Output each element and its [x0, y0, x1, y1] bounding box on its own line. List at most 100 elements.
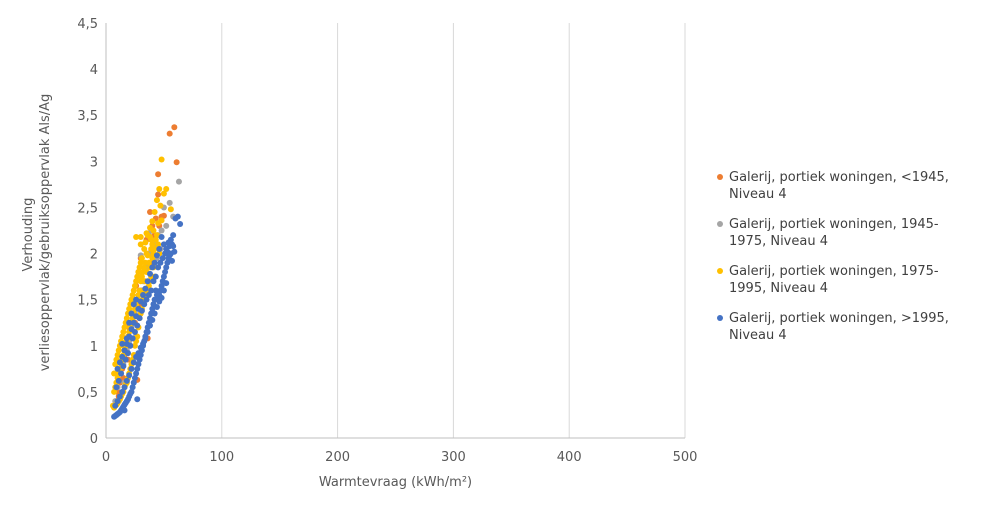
data-point: [134, 396, 141, 403]
data-point: [166, 130, 173, 137]
data-point: [128, 296, 135, 303]
data-point: [172, 215, 179, 222]
data-point: [111, 370, 118, 377]
data-point: [149, 218, 156, 225]
data-point: [160, 190, 167, 197]
data-point: [115, 377, 122, 384]
data-point: [131, 342, 138, 349]
x-tick-label: 0: [102, 450, 110, 465]
data-point: [160, 287, 167, 294]
data-point: [134, 322, 141, 329]
legend-marker: [717, 174, 723, 180]
legend-marker: [717, 221, 723, 227]
data-point: [114, 398, 121, 405]
data-point: [158, 294, 165, 301]
data-point: [160, 241, 167, 248]
data-point: [129, 335, 136, 342]
data-point: [130, 301, 137, 308]
y-tick-label: 3: [90, 155, 98, 170]
data-point: [126, 319, 133, 326]
data-point: [135, 292, 142, 299]
data-point: [141, 245, 148, 252]
data-point: [151, 209, 158, 216]
data-point: [128, 365, 135, 372]
legend-label: Niveau 4: [729, 187, 787, 202]
data-point: [163, 186, 170, 192]
data-point: [126, 305, 133, 312]
data-point: [134, 365, 141, 372]
legend-label: 1975, Niveau 4: [729, 234, 828, 249]
data-point: [143, 250, 150, 257]
data-point: [149, 241, 156, 248]
data-point: [150, 227, 157, 234]
data-point: [116, 393, 123, 400]
data-point: [138, 273, 145, 280]
data-point: [119, 340, 126, 347]
data-point: [142, 239, 149, 246]
data-point: [166, 252, 173, 259]
data-point: [120, 363, 127, 370]
data-point: [149, 264, 156, 271]
data-point: [170, 243, 177, 250]
data-point: [111, 413, 118, 420]
x-tick-label: 300: [441, 450, 466, 465]
data-point: [134, 273, 141, 280]
data-point: [130, 287, 137, 294]
data-point: [148, 287, 155, 294]
data-point: [163, 222, 170, 229]
data-point: [153, 252, 160, 259]
data-point: [133, 233, 140, 240]
data-point: [155, 171, 162, 178]
data-point: [153, 304, 160, 311]
data-point: [167, 206, 174, 213]
data-point: [171, 124, 178, 131]
data-points: [109, 124, 184, 420]
data-point: [120, 328, 127, 335]
data-point: [133, 370, 140, 377]
data-point: [123, 335, 130, 342]
data-point: [144, 278, 151, 285]
legend-marker: [717, 315, 723, 321]
data-point: [135, 269, 142, 275]
data-point: [133, 296, 140, 303]
data-point: [137, 278, 144, 285]
data-point: [151, 310, 158, 317]
y-tick-label: 1: [90, 340, 98, 355]
legend-label: Niveau 4: [729, 328, 787, 343]
data-point: [170, 232, 177, 239]
data-point: [129, 384, 136, 391]
x-axis-title: Warmtevraag (kWh/m²): [319, 475, 472, 490]
data-point: [140, 269, 147, 275]
data-point: [131, 282, 138, 289]
data-point: [133, 278, 140, 285]
data-point: [158, 227, 165, 234]
data-point: [114, 352, 121, 358]
data-point: [138, 307, 145, 314]
data-point: [142, 285, 149, 292]
data-point: [175, 178, 182, 185]
data-point: [128, 310, 135, 317]
data-point: [144, 328, 151, 335]
data-point: [122, 356, 129, 363]
data-point: [152, 236, 159, 243]
data-point: [115, 347, 122, 354]
data-point: [156, 245, 163, 252]
data-point: [119, 388, 126, 395]
data-point: [130, 359, 137, 366]
data-point: [149, 316, 156, 323]
data-point: [151, 259, 158, 266]
legend-marker: [717, 268, 723, 274]
data-point: [171, 248, 178, 255]
data-point: [155, 241, 162, 248]
data-point: [137, 233, 144, 240]
data-point: [173, 159, 180, 166]
y-tick-label: 2: [90, 248, 98, 263]
y-tick-label: 3,5: [77, 109, 98, 124]
data-point: [112, 361, 119, 368]
data-point: [158, 282, 165, 289]
grid-lines: [221, 23, 686, 438]
data-point: [133, 353, 140, 360]
data-point: [123, 315, 130, 322]
data-point: [160, 273, 167, 280]
